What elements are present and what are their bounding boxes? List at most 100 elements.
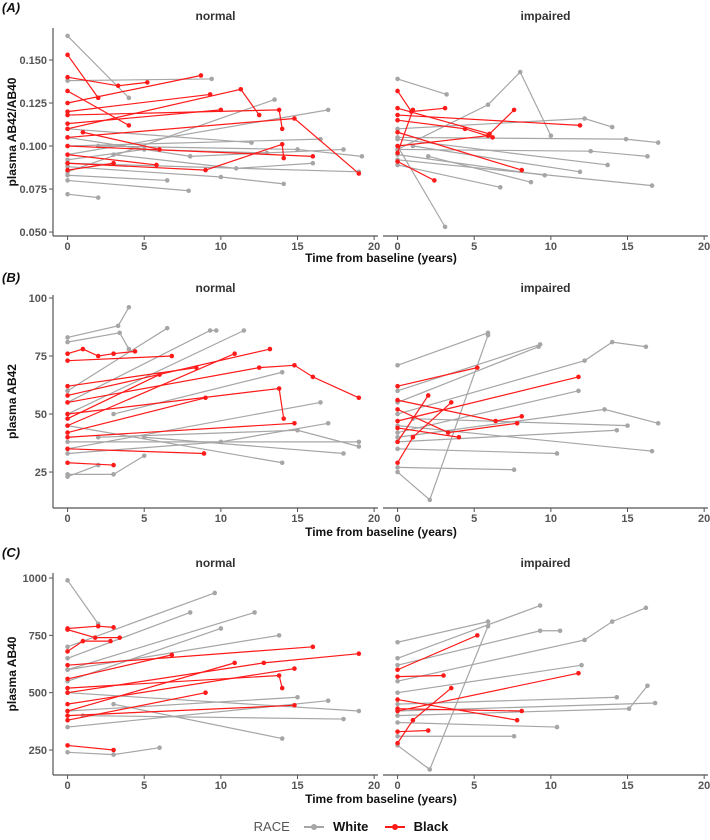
data-point	[395, 469, 400, 475]
data-point	[625, 423, 630, 428]
trajectory-white	[65, 164, 287, 187]
data-point	[649, 183, 655, 188]
data-point	[65, 109, 70, 114]
data-point	[65, 423, 70, 428]
data-point	[519, 708, 525, 714]
data-point	[474, 365, 480, 370]
trajectory-black	[65, 88, 132, 128]
data-point	[111, 747, 116, 753]
data-point	[577, 123, 583, 128]
trajectory-line	[67, 674, 283, 689]
data-point	[444, 92, 449, 97]
data-point	[65, 400, 70, 405]
trajectory-line	[67, 611, 255, 671]
trajectory-black	[65, 363, 362, 405]
data-point	[117, 330, 122, 336]
trajectory-line	[397, 78, 447, 95]
data-point	[292, 666, 297, 671]
data-point	[267, 346, 273, 352]
trajectory-line	[397, 721, 558, 728]
trajectory-white	[395, 603, 543, 661]
data-point	[395, 136, 400, 142]
data-point	[65, 178, 70, 183]
data-point	[511, 733, 517, 739]
trajectory-white	[395, 344, 541, 405]
data-point	[65, 126, 70, 132]
trajectory-white	[111, 701, 285, 741]
facet-strip-label: impaired	[520, 9, 570, 23]
data-point	[65, 667, 70, 673]
data-point	[292, 116, 297, 121]
data-point	[395, 411, 400, 417]
trajectory-line	[397, 90, 446, 113]
trajectory-line	[397, 114, 581, 126]
trajectory-white	[395, 388, 581, 435]
data-point	[395, 162, 400, 168]
data-point	[65, 724, 70, 730]
trajectory-line	[67, 462, 114, 466]
trajectory-line	[67, 348, 271, 397]
legend-title: RACE	[253, 819, 290, 835]
trajectory-black	[65, 92, 213, 114]
data-point	[65, 750, 70, 755]
data-point	[232, 351, 237, 357]
data-point	[395, 460, 400, 466]
trajectory-black	[65, 446, 207, 456]
trajectory-white	[111, 152, 316, 171]
data-point	[207, 328, 213, 333]
data-point	[395, 434, 400, 440]
trajectory-white	[425, 154, 534, 185]
trajectory-line	[397, 119, 493, 138]
trajectory-line	[397, 625, 489, 771]
data-point	[65, 78, 70, 83]
trajectory-line	[397, 343, 541, 392]
data-point	[65, 160, 70, 166]
data-point	[279, 142, 285, 147]
facet-impaired: impaired 0 5 10 15 20	[383, 9, 710, 253]
data-point	[65, 135, 70, 140]
x-tick-label: 10	[215, 780, 227, 792]
trajectory-line	[82, 131, 160, 151]
trajectory-black	[65, 395, 208, 435]
trajectory-line	[397, 346, 539, 403]
trajectory-white	[65, 578, 101, 627]
data-point	[65, 649, 70, 654]
data-point	[602, 407, 607, 412]
data-point	[65, 100, 70, 106]
trajectory-white	[395, 605, 649, 684]
data-point	[517, 69, 523, 75]
x-tick-label: 15	[291, 241, 303, 253]
trajectory-black	[395, 633, 480, 673]
trajectory-white	[395, 76, 449, 97]
trajectory-line	[397, 696, 617, 705]
data-point	[144, 80, 150, 85]
trajectory-line	[397, 604, 541, 659]
data-point	[445, 430, 451, 435]
data-point	[395, 465, 400, 470]
panel-a: (A) plasma AB42/AB40 0.050 0.075 0.100 0.125 0…	[2, 0, 710, 265]
data-point	[609, 339, 615, 345]
data-point	[65, 416, 70, 421]
data-point	[462, 126, 468, 132]
data-point	[310, 374, 316, 380]
trajectory-black	[65, 702, 297, 718]
data-point	[256, 365, 262, 370]
trajectory-white	[65, 462, 101, 479]
data-point	[203, 167, 208, 173]
data-point	[295, 147, 300, 152]
trajectory-line	[67, 448, 205, 455]
y-tick-label: 0.100	[19, 141, 47, 153]
data-point	[395, 112, 400, 118]
data-point	[65, 474, 70, 479]
data-point	[626, 706, 632, 712]
data-point	[537, 628, 543, 634]
data-point	[318, 400, 323, 405]
data-point	[65, 351, 70, 357]
data-point	[554, 451, 560, 456]
trajectory-white	[395, 733, 517, 739]
trajectory-black	[65, 86, 262, 132]
trajectory-white	[395, 720, 560, 730]
trajectory-white	[395, 465, 517, 473]
data-point	[80, 129, 86, 135]
trajectory-line	[67, 93, 211, 113]
